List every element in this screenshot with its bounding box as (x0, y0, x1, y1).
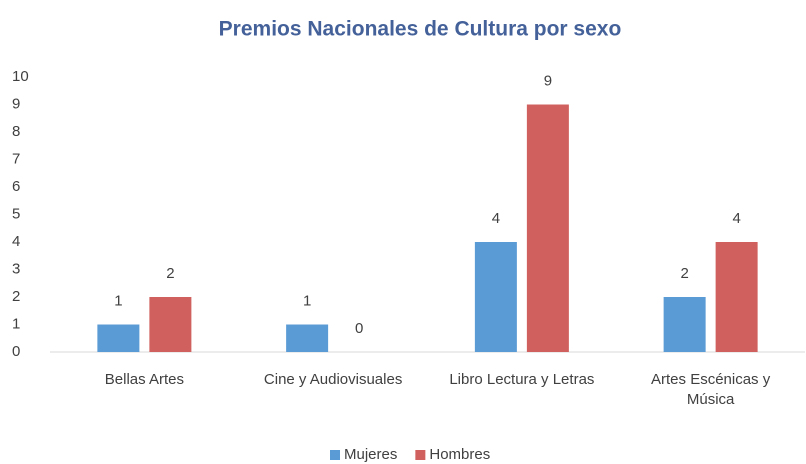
data-label: 4 (732, 210, 740, 227)
y-tick-label: 8 (12, 123, 20, 140)
y-tick-label: 7 (12, 150, 20, 167)
bar (526, 104, 569, 352)
bar (149, 297, 192, 352)
legend-label: Hombres (429, 446, 490, 463)
data-label: 1 (303, 292, 311, 309)
data-label: 1 (114, 292, 122, 309)
y-tick-label: 9 (12, 95, 20, 112)
y-tick-label: 1 (12, 315, 20, 332)
y-tick-label: 2 (12, 288, 20, 305)
bar (97, 324, 140, 352)
x-tick-label: Cine y Audiovisuales (263, 371, 403, 388)
bar (715, 242, 758, 352)
x-tick-label: Artes Escénicas y Música (651, 371, 771, 408)
y-tick-label: 3 (12, 260, 20, 277)
legend-label: Mujeres (344, 446, 397, 463)
bar (286, 324, 329, 352)
x-tick-label: Libro Lectura y Letras (449, 371, 595, 388)
data-label: 2 (166, 265, 174, 282)
data-label: 2 (680, 265, 688, 282)
data-label: 0 (355, 320, 363, 337)
y-tick-label: 10 (12, 68, 29, 85)
bar (474, 242, 517, 352)
legend-swatch (415, 450, 426, 460)
data-label: 4 (492, 210, 500, 227)
y-tick-label: 4 (12, 233, 20, 250)
data-label: 9 (544, 72, 552, 89)
x-tick-label: Bellas Artes (104, 371, 184, 388)
y-tick-label: 6 (12, 178, 20, 195)
legend-swatch (330, 450, 340, 460)
bar (663, 297, 706, 352)
y-tick-label: 0 (12, 343, 20, 360)
y-tick-label: 5 (12, 205, 20, 222)
chart-title: Premios Nacionales de Cultura por sexo (219, 18, 622, 41)
